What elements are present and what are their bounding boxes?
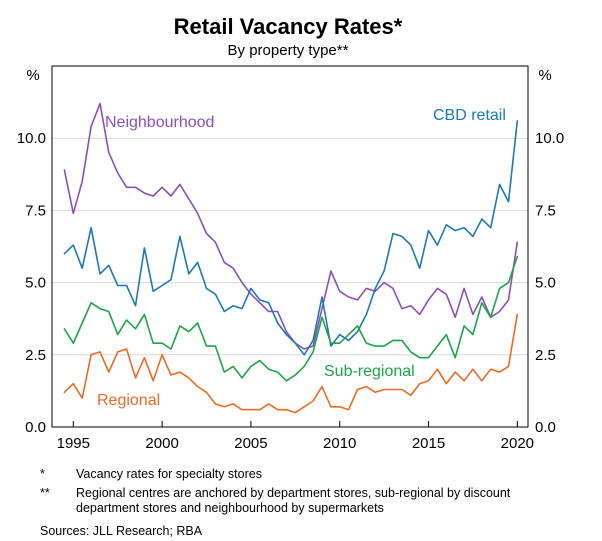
- x-tick-label: 2005: [234, 435, 267, 452]
- chart-subtitle: By property type**: [228, 42, 349, 59]
- footnote-marker-1: *: [40, 467, 45, 481]
- chart-title: Retail Vacancy Rates*: [174, 14, 403, 39]
- series-label-neighbourhood: Neighbourhood: [105, 114, 214, 131]
- y-tick-label-left: 10.0: [17, 130, 46, 147]
- y-tick-label-right: 2.5: [535, 347, 556, 364]
- y-tick-label-left: 7.5: [25, 202, 46, 219]
- x-tick-label: 2010: [323, 435, 356, 452]
- series-label-cbd-retail: CBD retail: [433, 107, 506, 124]
- plot-area-frame: [51, 65, 529, 428]
- series-line-sub-regional: [63, 255, 519, 382]
- series-line-cbd-retail: [63, 120, 519, 356]
- y-axis-unit-right: %: [538, 67, 551, 84]
- x-tick-label: 2000: [145, 435, 178, 452]
- x-tick-label: 2015: [412, 435, 445, 452]
- footnote-marker-2: **: [40, 486, 50, 500]
- x-tick-label: 2020: [501, 435, 534, 452]
- y-axis-unit-left: %: [26, 67, 39, 84]
- series-line-regional: [63, 313, 519, 414]
- y-tick-label-left: 2.5: [25, 347, 46, 364]
- y-tick-label-left: 5.0: [25, 275, 46, 292]
- x-tick-label: 1995: [57, 435, 90, 452]
- series-label-regional: Regional: [97, 392, 160, 409]
- y-tick-label-right: 0.0: [535, 419, 556, 436]
- y-tick-label-left: 0.0: [25, 419, 46, 436]
- sources-note: Sources: JLL Research; RBA: [40, 524, 203, 538]
- y-tick-label-right: 5.0: [535, 275, 556, 292]
- footnote-text-2: Regional centres are anchored by departm…: [76, 486, 511, 515]
- y-tick-label-right: 7.5: [535, 202, 556, 219]
- series-line-neighbourhood: [63, 102, 519, 350]
- y-tick-label-right: 10.0: [535, 130, 564, 147]
- series-label-sub-regional: Sub-regional: [324, 363, 415, 380]
- footnote-text-1: Vacancy rates for specialty stores: [76, 467, 262, 481]
